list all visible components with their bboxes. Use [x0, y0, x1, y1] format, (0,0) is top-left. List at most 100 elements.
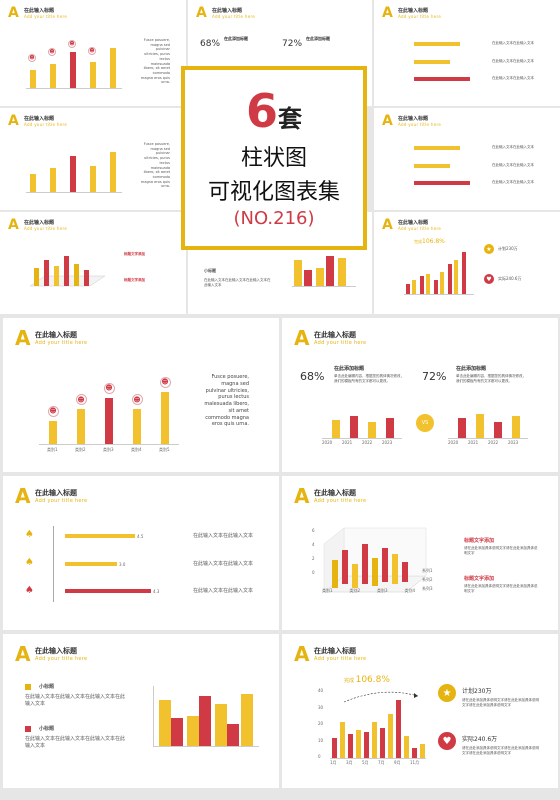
people-icon: ☻ [47, 405, 59, 417]
body-text: Fusce posuere, magna sed pulvinar ultric… [140, 142, 170, 189]
axis-label: 11月 [410, 760, 420, 765]
slide-title: 在此输入标题 [314, 331, 356, 339]
mini-text: 单击此处编辑内容，根据您的具体情况修改，我们的模板所有的文字都可以更改。 [456, 374, 526, 383]
years-axis: 2020 2021 2022 2023 [322, 440, 402, 446]
bar [110, 152, 116, 192]
slide-title: 在此输入标题 [398, 8, 429, 14]
logo-letter: A [294, 326, 310, 350]
slide-subtitle: Add your title here [212, 14, 256, 19]
vs-badge: VS [416, 414, 434, 432]
axis-label: 2021 [342, 440, 353, 445]
slide-subtitle: Add your title here [35, 656, 88, 662]
bar [70, 52, 76, 88]
axis-label: 20 [318, 721, 324, 726]
slide-thumb-1: A 在此输入标题 Add your title here ☻ ☻ ☻ ☻ Fusce… [0, 0, 186, 106]
bar [316, 268, 324, 286]
slide-subtitle: Add your title here [398, 226, 442, 231]
logo-letter: A [382, 217, 393, 233]
bar [412, 280, 416, 294]
axis-label: 2020 [322, 440, 333, 445]
logo-letter: A [8, 113, 19, 129]
bar [227, 724, 239, 746]
axis-label: 9月 [394, 760, 401, 765]
trophy-icon: ★ [484, 244, 494, 254]
axis-label: 系列1 [422, 568, 433, 573]
cover-line1: 柱状图 [240, 146, 307, 171]
percent-right: 72% [282, 39, 303, 49]
bar-1 [49, 420, 57, 444]
logo-letter: A [294, 484, 310, 508]
bar-5 [161, 391, 169, 444]
hbar [65, 562, 117, 566]
axis-label: 7月 [378, 760, 385, 765]
hbar-text: 在此输入文本在此输入文本 [193, 533, 254, 539]
bar [350, 416, 358, 438]
bar [70, 156, 76, 192]
bar [386, 418, 394, 438]
cover-line2: 可视化图表集 [207, 180, 340, 205]
growth-label: 完成 106.8% [344, 675, 390, 685]
mini-title: 在此添加标题 [334, 366, 365, 372]
hbar-value: 4.5 [137, 534, 144, 539]
slide-subtitle: Add your title here [35, 340, 88, 346]
slide-clustered: A 在此输入标题 Add your title here 小标题 在此输入文本在此输… [3, 634, 279, 788]
bar [340, 722, 345, 758]
axis-label: 系列3 [422, 586, 433, 591]
slide-subtitle: Add your title here [314, 340, 367, 346]
bar [426, 274, 430, 294]
bar [404, 736, 409, 758]
bar [326, 256, 334, 286]
slide-growth: A 在此输入标题 Add your title here 完成 106.8% 0 10… [282, 634, 558, 788]
plan-label: 计划230万 [462, 688, 492, 695]
bullet-square [25, 726, 31, 732]
slide-title: 在此输入标题 [35, 331, 77, 339]
bar [332, 738, 337, 758]
people-icon: ☻ [48, 48, 56, 56]
bar [159, 700, 171, 746]
thumbs-up-icon: ♥ [438, 732, 456, 750]
bar [304, 270, 312, 286]
plan-label: 计划230万 [498, 246, 518, 251]
axis-label: 30 [318, 704, 324, 710]
slide-title: 在此输入标题 [24, 8, 55, 14]
axis-label: 类别2 [349, 588, 361, 593]
hbar-value: 3.0 [119, 562, 126, 567]
slide-thumb-3: A 在此输入标题 Add your title here 在此输入文本在此输入文本 … [374, 0, 560, 106]
y-ticks: 0 2 4 6 [312, 528, 322, 576]
slide-subtitle: Add your title here [398, 14, 442, 19]
bar [332, 420, 340, 438]
growth-arrow [343, 691, 419, 703]
bar [338, 258, 346, 286]
logo-letter: A [294, 642, 310, 666]
mini-title: 在此添加标题 [456, 366, 487, 372]
bar [380, 728, 385, 758]
slide-subtitle: Add your title here [24, 14, 68, 19]
people-icon: ☻ [75, 394, 87, 406]
trophy-icon: ★ [438, 684, 456, 702]
bar [364, 732, 369, 758]
x-axis: 1月 3月 5月 7月 9月 11月 [330, 760, 426, 766]
bar [420, 744, 425, 758]
hbar-text: 在此输入文本在此输入文本 [492, 59, 534, 63]
bar [368, 422, 376, 438]
bar [30, 174, 36, 192]
slide-subtitle: Add your title here [314, 498, 367, 504]
bar [406, 284, 410, 294]
slide-title: 在此输入标题 [398, 220, 429, 226]
hbar-text: 在此输入文本在此输入文本 [193, 588, 254, 594]
hbar-text: 在此输入文本在此输入文本 [193, 561, 254, 567]
hbar [65, 589, 151, 593]
category-labels: 类别1 类别2 类别3 类别4 [322, 588, 432, 598]
series-labels: 系列3 系列2 系列1 [422, 568, 452, 592]
hbar-value: 4.3 [153, 589, 160, 594]
bar [215, 704, 227, 746]
slide-thumb-4: A 在此输入标题 Add your title here Fusce posuere… [0, 108, 186, 210]
hbar [414, 164, 450, 168]
slide-percentages: A 在此输入标题 Add your title here 68% 72% 在此添加标… [282, 318, 558, 472]
bar [440, 272, 444, 294]
bar [50, 168, 56, 192]
small-text: 在此输入文本在此输入文本在此输入文本在此输入文本 [25, 736, 126, 749]
axis-label: 1月 [330, 760, 337, 765]
bar [90, 62, 96, 88]
